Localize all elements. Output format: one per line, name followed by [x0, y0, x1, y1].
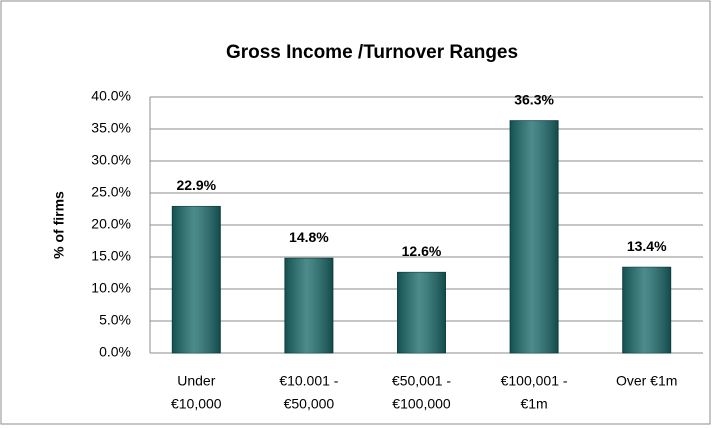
y-tick-label: 10.0% — [91, 280, 131, 296]
value-label: 36.3% — [514, 91, 554, 107]
value-label: 14.8% — [289, 229, 329, 245]
y-tick-label: 5.0% — [99, 312, 131, 328]
y-tick-label: 35.0% — [91, 120, 131, 136]
x-tick-label: Over €1m — [616, 373, 677, 389]
x-tick-label: €50,000 — [284, 396, 335, 412]
y-axis-label: % of firms — [51, 191, 67, 259]
bar-shine — [284, 258, 333, 353]
y-tick-label: 0.0% — [99, 344, 131, 360]
x-tick-label: €1m — [520, 396, 547, 412]
x-tick-label: €50,001 - — [392, 373, 451, 389]
x-tick-label: €100,001 - — [501, 373, 568, 389]
chart-title: Gross Income /Turnover Ranges — [226, 42, 518, 63]
value-label: 22.9% — [176, 177, 216, 193]
x-tick-label: €100,000 — [392, 396, 451, 412]
bar-shine — [510, 120, 559, 354]
y-tick-label: 30.0% — [91, 152, 131, 168]
bar-shine — [172, 206, 221, 353]
x-tick-label: Under — [177, 373, 215, 389]
value-label: 12.6% — [402, 243, 442, 259]
bar-shine — [622, 267, 671, 353]
x-tick-label: €10.001 - — [279, 373, 338, 389]
y-tick-label: 15.0% — [91, 248, 131, 264]
y-tick-label: 20.0% — [91, 216, 131, 232]
value-label: 13.4% — [627, 238, 667, 254]
y-tick-label: 40.0% — [91, 88, 131, 104]
y-tick-label: 25.0% — [91, 184, 131, 200]
bar-shine — [397, 272, 446, 353]
x-tick-label: €10,000 — [171, 396, 222, 412]
